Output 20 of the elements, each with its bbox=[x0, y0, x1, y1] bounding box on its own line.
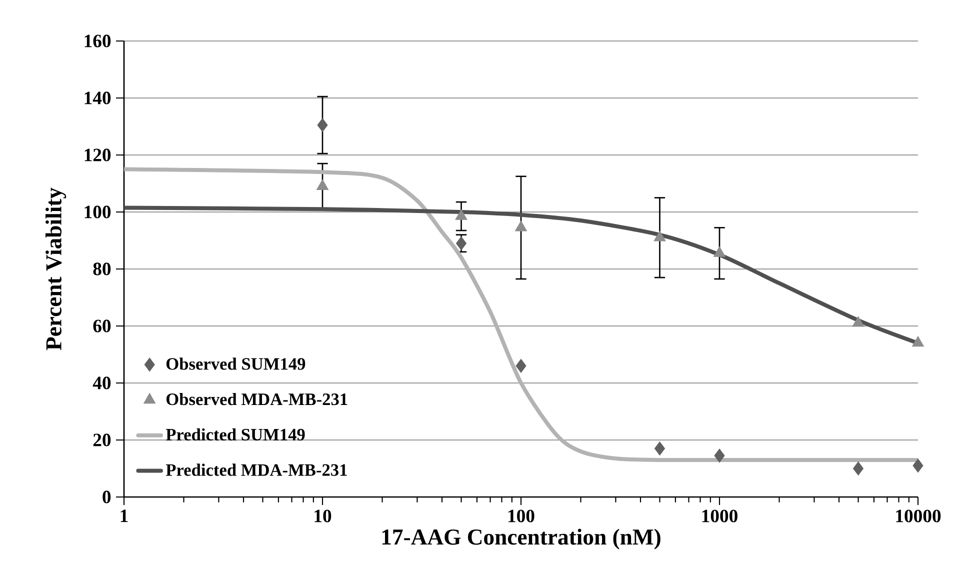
legend-label: Predicted MDA-MB-231 bbox=[166, 464, 347, 476]
y-tick-label: 160 bbox=[84, 34, 111, 48]
x-axis-title: 17-AAG Concentration (nM) bbox=[382, 528, 660, 550]
y-tick-label: 20 bbox=[93, 434, 111, 446]
y-tick-label: 0 bbox=[102, 490, 111, 504]
legend-label: Observed MDA-MB-231 bbox=[166, 392, 348, 406]
y-tick-label: 140 bbox=[84, 92, 111, 104]
y-tick-label: 60 bbox=[93, 320, 111, 332]
x-tick-label: 100 bbox=[508, 510, 534, 522]
x-tick-label: 1 bbox=[120, 510, 128, 522]
y-axis-title: Percent Viability bbox=[46, 188, 66, 350]
y-tick-label: 120 bbox=[84, 148, 111, 162]
legend-label: Predicted SUM149 bbox=[166, 428, 305, 441]
x-tick-label: 10000 bbox=[896, 510, 941, 522]
y-tick-label: 100 bbox=[84, 206, 111, 218]
y-tick-label: 80 bbox=[93, 262, 111, 276]
x-tick-label: 1000 bbox=[702, 510, 738, 522]
y-tick-label: 40 bbox=[92, 376, 111, 390]
x-tick-label: 10 bbox=[314, 510, 332, 522]
legend-label: Observed SUM149 bbox=[166, 358, 306, 370]
